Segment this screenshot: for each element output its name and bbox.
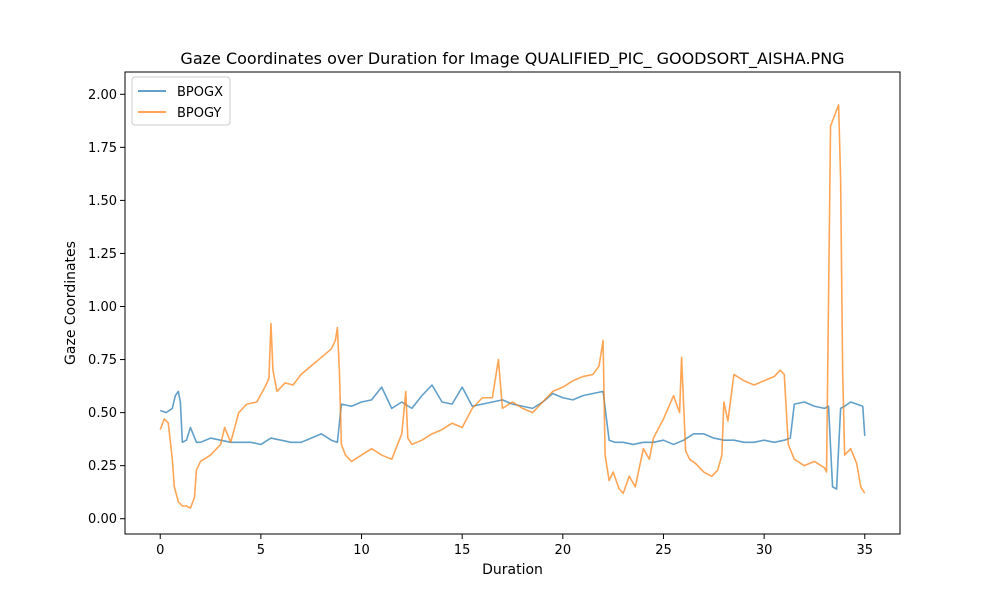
x-tick-label: 15 [454, 543, 471, 558]
series-line-bpogy [159, 104, 866, 509]
y-tick-label: 1.50 [88, 194, 117, 209]
series-line-bpogx [159, 384, 866, 490]
y-tick-label: 0.50 [88, 406, 117, 421]
x-axis: 0 5 10 15 20 25 30 35 [156, 534, 873, 558]
y-tick-label: 2.00 [88, 88, 117, 103]
plot-area [125, 72, 900, 534]
x-tick-label: 10 [353, 543, 370, 558]
y-tick-label: 0.25 [88, 459, 117, 474]
legend: BPOGX BPOGY [131, 76, 231, 126]
y-axis: 0.00 0.25 0.50 0.75 1.00 1.25 1.50 1.75 2.00 [88, 88, 125, 527]
plot-frame [124, 71, 901, 535]
y-tick-label: 1.00 [88, 300, 117, 315]
x-axis-label: Duration [482, 562, 543, 578]
series-layer [159, 104, 866, 509]
y-tick-label: 1.25 [88, 247, 117, 262]
legend-label-bpogx: BPOGX [177, 85, 223, 100]
x-tick-label: 35 [856, 543, 873, 558]
y-tick-label: 1.75 [88, 141, 117, 156]
chart-title: Gaze Coordinates over Duration for Image… [180, 49, 844, 69]
x-tick-label: 30 [756, 543, 773, 558]
legend-label-bpogy: BPOGY [177, 106, 221, 121]
x-tick-label: 0 [156, 543, 164, 558]
x-tick-label: 25 [655, 543, 672, 558]
x-tick-label: 20 [555, 543, 572, 558]
y-tick-label: 0.00 [88, 512, 117, 527]
y-tick-label: 0.75 [88, 353, 117, 368]
y-axis-label: Gaze Coordinates [63, 241, 79, 365]
x-tick-label: 5 [257, 543, 265, 558]
